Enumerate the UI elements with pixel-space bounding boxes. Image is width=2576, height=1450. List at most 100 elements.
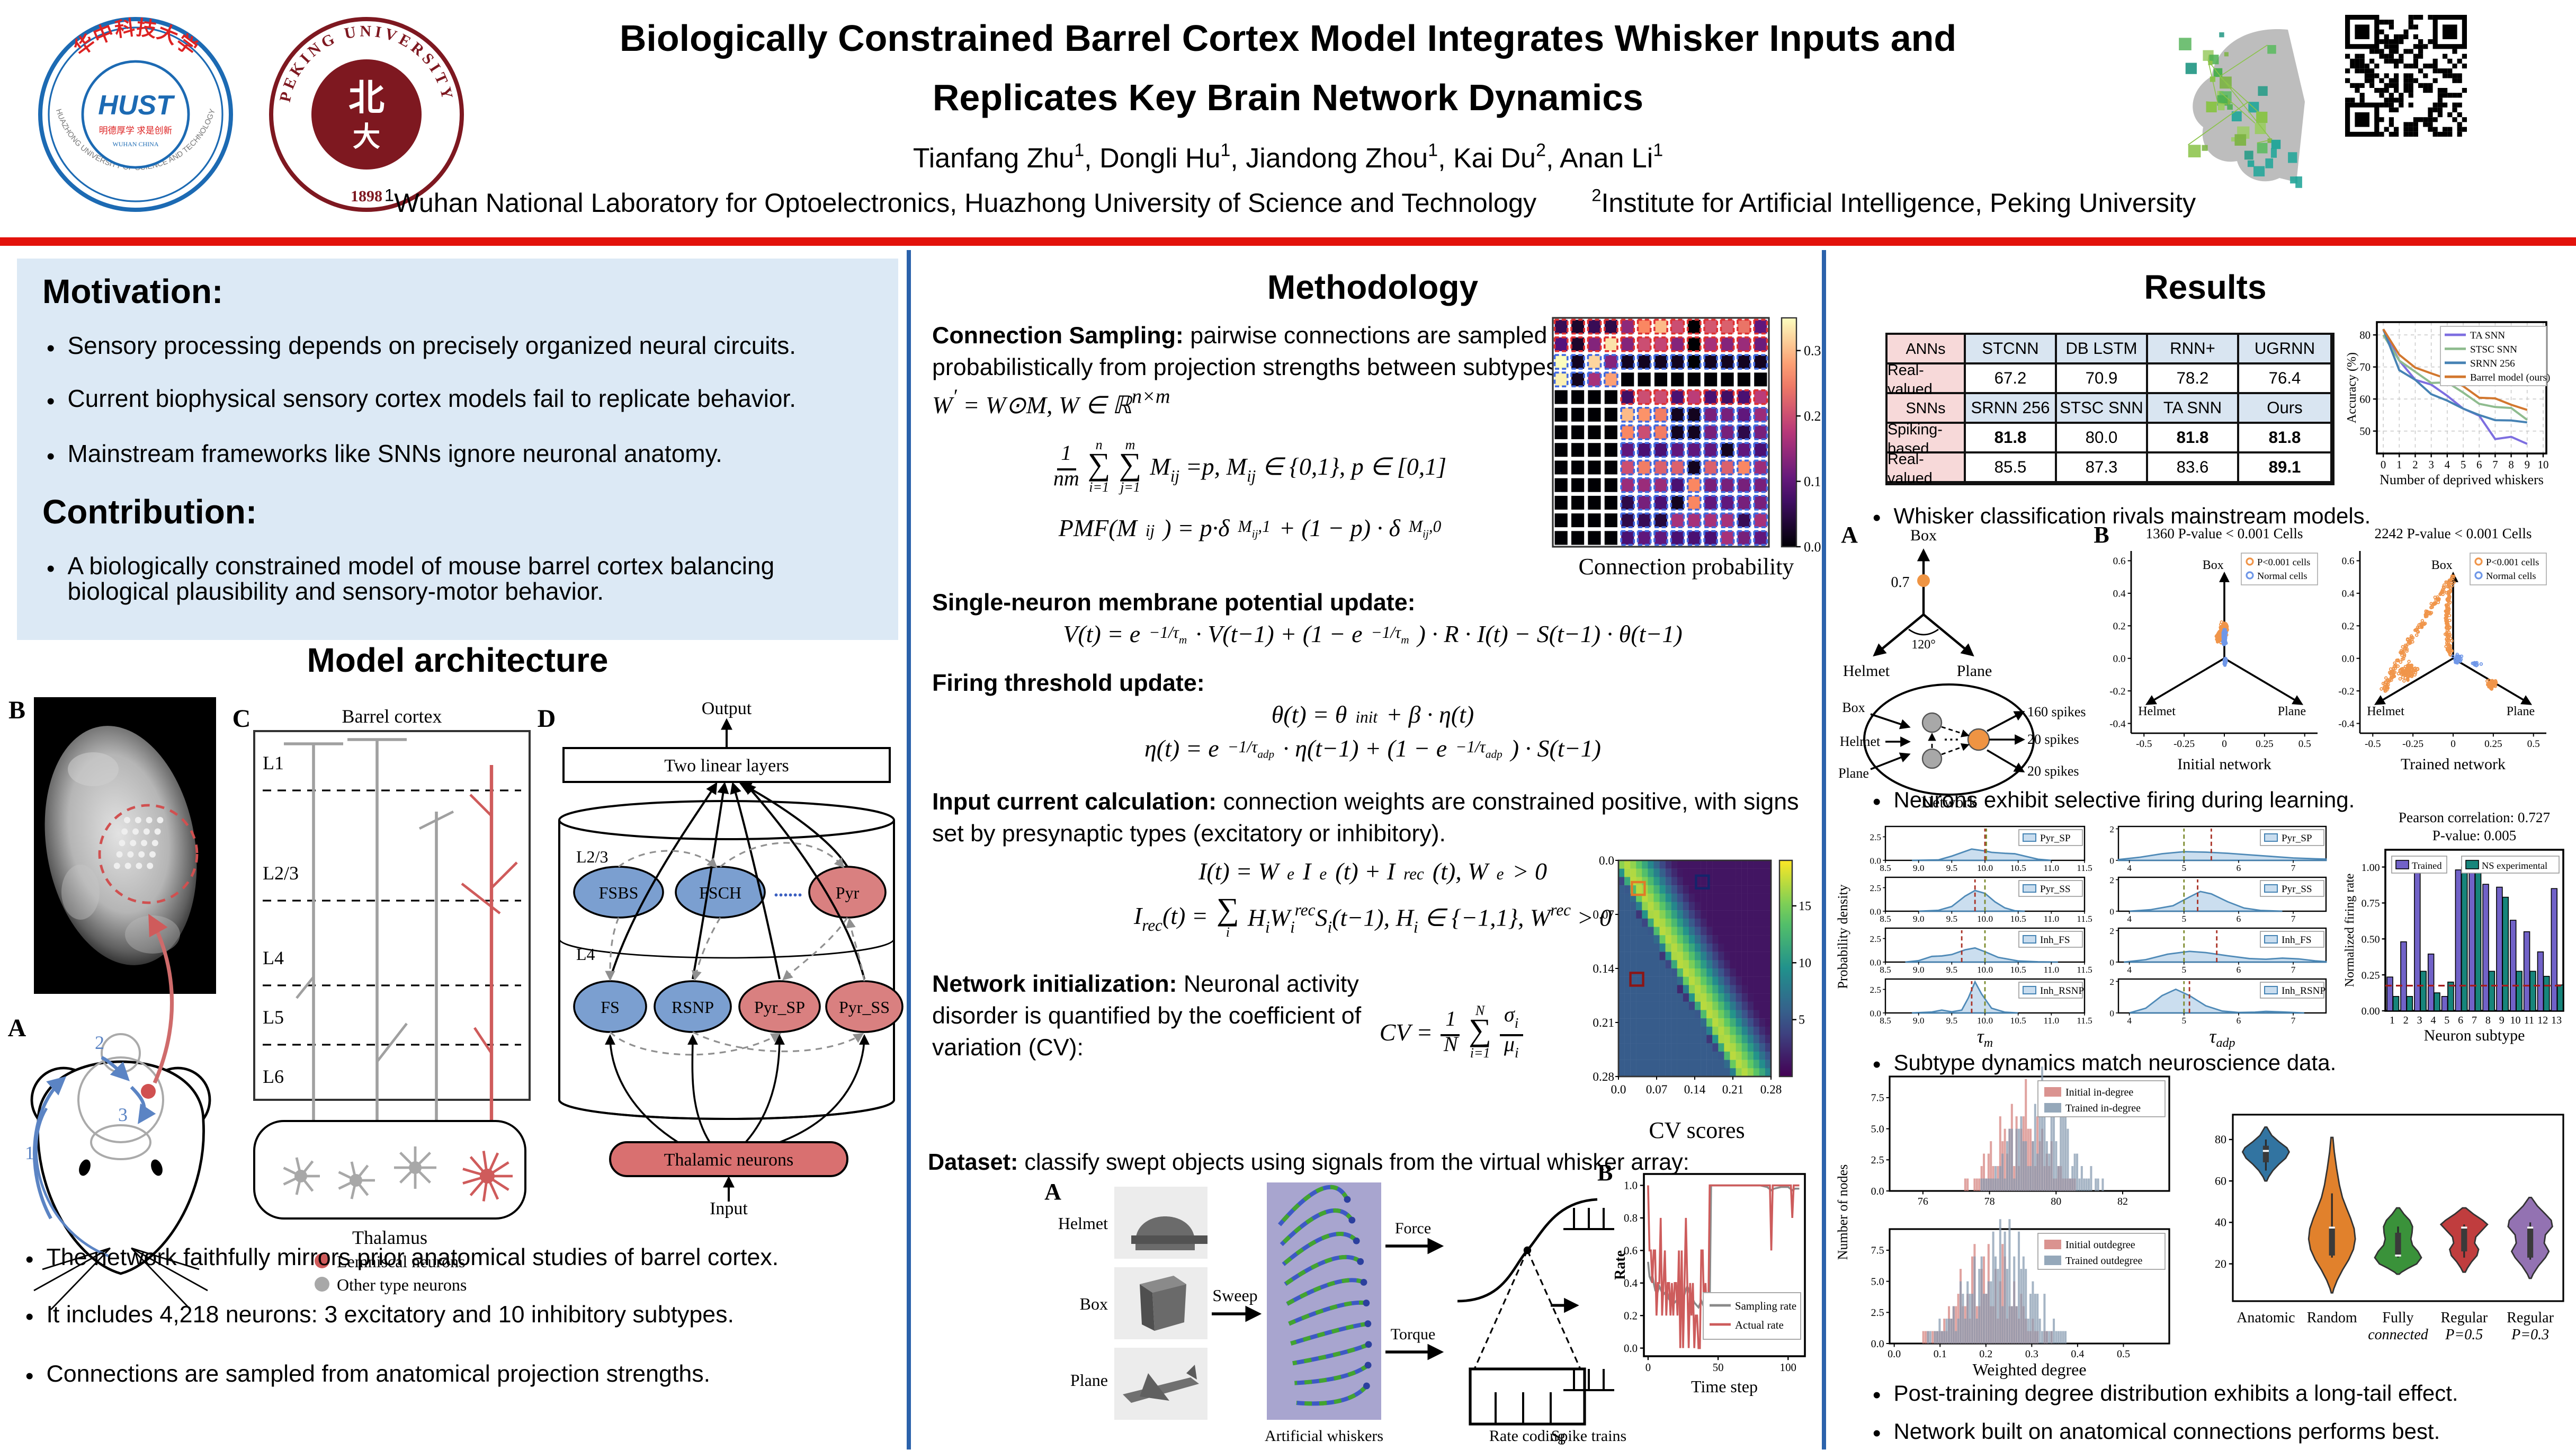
- x-tick: 10.5: [2010, 863, 2026, 873]
- results-bullet-5: • Network built on anatomical connections…: [1873, 1420, 2440, 1447]
- panel-a-label: A: [1841, 522, 1858, 548]
- y-tick: 5.0: [1871, 1123, 1884, 1135]
- y-tick: 0: [2109, 957, 2114, 967]
- node-Pyr_SP: Pyr_SP: [754, 998, 805, 1017]
- y-axis-label: Rate: [1612, 1250, 1629, 1280]
- table-value-cell: 81.8: [2239, 424, 2332, 453]
- chart-title-1: Pearson correlation: 0.727: [2399, 809, 2550, 825]
- legend-item: STSC SNN: [2470, 344, 2517, 355]
- y-tick: 0.07: [1593, 908, 1614, 922]
- connection-probability-heatmap: 0.3 0.2 0.1 0.0: [1552, 317, 1821, 555]
- y-tick: -0.4: [2338, 718, 2355, 730]
- y-tick: 5.0: [1871, 1276, 1884, 1287]
- bullet-item: • Sensory processing depends on precisely…: [47, 335, 797, 362]
- kde-legend-Inh_FS: Inh_FS: [2040, 935, 2070, 946]
- bullet-item: • Current biophysical sensory cortex mode…: [47, 388, 796, 416]
- table-value-cell: 81.8: [1966, 424, 2057, 453]
- layer-label: L2/3: [263, 862, 299, 884]
- column-divider-1: [907, 250, 911, 1449]
- x-tick: 6: [2237, 863, 2241, 873]
- y-tick: 2.5: [1870, 883, 1881, 893]
- x-tick: 6: [2458, 1015, 2463, 1026]
- colorbar-tick: 15: [1799, 900, 1811, 913]
- x-tick: 5: [2181, 914, 2186, 924]
- y-tick: 1.00: [2362, 862, 2380, 874]
- y-tick: 0.6: [1624, 1245, 1638, 1257]
- model-architecture-title: Model architecture: [307, 644, 609, 680]
- chart-title-2: P-value: 0.005: [2432, 828, 2517, 843]
- equation-membrane-potential: V(t) = e −1/τm · V(t−1) + (1 − e −1/τm) · …: [1063, 623, 1683, 648]
- kde-legend-Inh_RSNP: Inh_RSNP: [2040, 985, 2084, 997]
- network-input-helmet: Helmet: [1840, 734, 1881, 749]
- x-tick: 5: [2181, 1016, 2186, 1026]
- object-label: Box: [1080, 1294, 1108, 1313]
- cv-lhs: CV =: [1379, 1021, 1433, 1047]
- rate-coding-label: Rate coding: [1489, 1427, 1566, 1445]
- legend-item: Sampling rate: [1735, 1300, 1796, 1312]
- y-tick: 0.0: [1624, 1342, 1638, 1355]
- legend-item: Initial outdegree: [2065, 1239, 2135, 1251]
- x-tick: 3: [2417, 1015, 2422, 1026]
- y-tick: 0.0: [1871, 1186, 1884, 1197]
- network-input-plane: Plane: [1838, 766, 1869, 781]
- equation-theta: θ(t) = θ init + β · η(t): [1271, 704, 1474, 729]
- x-tick: 11: [2524, 1015, 2534, 1026]
- x-tick: 0: [1645, 1362, 1651, 1374]
- x-tick: 0.25: [2256, 739, 2274, 750]
- y-axis-label: Normalized firing rate: [2343, 874, 2357, 988]
- x-tick: 0.3: [2025, 1348, 2038, 1360]
- y-tick: 2: [2109, 926, 2114, 936]
- author: Dongli Hu1,: [1099, 140, 1246, 175]
- x-axis-label: Initial network: [2177, 755, 2271, 773]
- y-tick: 0.2: [2342, 621, 2355, 632]
- node-FSBS: FSBS: [599, 883, 639, 902]
- y-tick: 20: [2215, 1257, 2226, 1270]
- input-current-paragraph: Input current calculation: connection we…: [932, 788, 1813, 852]
- x-tick: 10.5: [2010, 914, 2026, 924]
- x-tick: 8.5: [1880, 965, 1891, 975]
- motivation-title: Motivation:: [42, 275, 223, 312]
- results-bullet-3: • Subtype dynamics match neuroscience dat…: [1873, 1051, 2337, 1079]
- cv-frac2-den: μi: [1504, 1034, 1519, 1061]
- membrane-potential-heading: Single-neuron membrane potential update:: [932, 591, 1416, 617]
- equation-pmf: PMF(M ij) = p·δ Mij,1 + (1 − p) · δ Mij,0: [1058, 517, 1442, 542]
- y-tick: 70: [2359, 361, 2371, 373]
- table-value-cell: 70.9: [2057, 364, 2148, 394]
- thalamic-neurons-label: Thalamic neurons: [664, 1150, 794, 1170]
- connection-sampling-text: pairwise connections are sampled probabi…: [932, 324, 1564, 382]
- legend-item: P<0.001 cells: [2257, 557, 2310, 567]
- equation-mask-mean: 1 nm n ∑ i=1 m ∑ j=1 Mij =p, Mij ∈ {0,1}, p ∈…: [1053, 439, 1447, 495]
- table-value-cell: 89.1: [2239, 453, 2332, 483]
- x-tick: 4: [2445, 459, 2450, 471]
- plane-label: Plane: [1957, 662, 1992, 680]
- table-value-cell: 85.5: [1966, 453, 2057, 483]
- dataset-label: Dataset:: [928, 1151, 1018, 1176]
- table-header-cell: STCNN: [1966, 335, 2057, 364]
- table-row-label: Real-valued: [1888, 359, 1966, 397]
- legend-other: Other type neurons: [337, 1275, 467, 1294]
- column-divider-2: [1822, 250, 1826, 1449]
- model-architecture-figure: B A 1 2 3 C Barrel cortex L1 L2/3 L4 L5 L6 Thalamus L…: [8, 696, 904, 1310]
- irec-sum-bot: i: [1226, 926, 1230, 941]
- y-tick: 2.5: [1870, 832, 1881, 842]
- x-tick: 0.5: [2527, 739, 2540, 750]
- arrow-1-label: 1: [25, 1142, 34, 1163]
- x-tick: 5: [2181, 965, 2186, 975]
- x-tick: 0.2: [1979, 1348, 1992, 1360]
- layer-label: L1: [263, 752, 284, 773]
- axis-box: Box: [2431, 558, 2453, 572]
- kde-legend-Pyr_SP: Pyr_SP: [2040, 833, 2071, 844]
- connection-sampling-label: Connection Sampling:: [932, 324, 1184, 350]
- legend-ns: NS experimental: [2482, 860, 2547, 871]
- legend-item: Trained outdegree: [2065, 1255, 2142, 1267]
- dataset-panel-b-label: B: [1597, 1161, 1613, 1187]
- author: Jiandong Zhou1,: [1246, 140, 1453, 175]
- y-tick: 2: [2109, 824, 2114, 834]
- y-tick: 50: [2359, 425, 2371, 438]
- x-tick: 11.5: [2077, 1016, 2092, 1026]
- bullet-text: A biologically constrained model of mous…: [67, 555, 775, 606]
- input-label: Input: [710, 1199, 748, 1218]
- y-tick: 0.0: [1871, 1338, 1884, 1350]
